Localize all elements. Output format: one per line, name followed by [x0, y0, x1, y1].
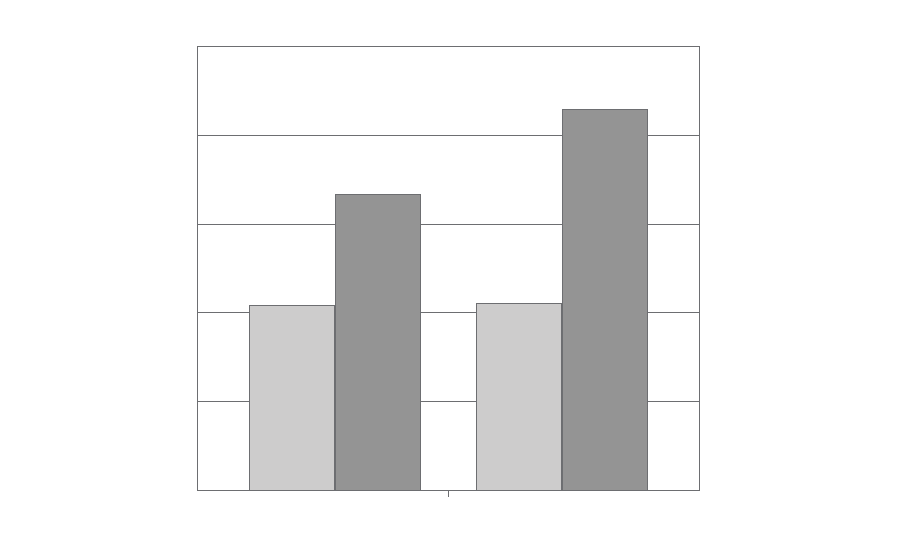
bar-chart — [0, 0, 900, 545]
bar — [335, 194, 421, 491]
bar — [562, 109, 648, 491]
plot-area — [197, 46, 700, 491]
bar — [249, 305, 335, 491]
bar — [476, 303, 562, 491]
x-tick — [448, 491, 449, 497]
y-axis-line — [197, 47, 198, 491]
